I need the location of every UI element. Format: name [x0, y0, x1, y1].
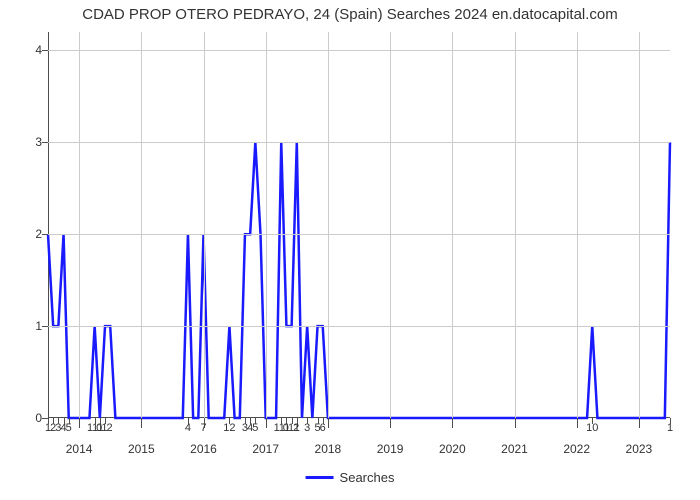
x-tick-mark-minor — [307, 418, 308, 424]
y-tick-label: 2 — [35, 227, 42, 241]
x-tick-major-label: 2016 — [190, 442, 217, 456]
gridline-v — [390, 32, 391, 418]
x-tick-mark-minor — [292, 418, 293, 424]
x-tick-mark-minor — [250, 418, 251, 424]
y-tick-label: 3 — [35, 135, 42, 149]
x-tick-mark — [328, 418, 329, 428]
x-tick-mark-minor — [105, 418, 106, 424]
y-tick-mark — [42, 234, 48, 235]
y-tick-label: 4 — [35, 43, 42, 57]
x-tick-mark — [515, 418, 516, 428]
y-tick-mark — [42, 326, 48, 327]
gridline-v — [266, 32, 267, 418]
legend: Searches — [306, 470, 395, 485]
gridline-v — [79, 32, 80, 418]
y-tick-mark — [42, 142, 48, 143]
x-tick-mark — [390, 418, 391, 428]
x-tick-mark-minor — [48, 418, 49, 424]
x-tick-major-label: 2020 — [439, 442, 466, 456]
y-tick-label: 0 — [35, 411, 42, 425]
x-tick-mark-minor — [58, 418, 59, 424]
x-tick-mark-minor — [318, 418, 319, 424]
x-tick-major-label: 2017 — [252, 442, 279, 456]
gridline-v — [577, 32, 578, 418]
x-tick-major-label: 2019 — [377, 442, 404, 456]
legend-label: Searches — [340, 470, 395, 485]
x-tick-mark-minor — [670, 418, 671, 424]
x-tick-mark — [452, 418, 453, 428]
plot-area: 0123420142015201620172018201920202021202… — [48, 32, 670, 418]
gridline-v — [328, 32, 329, 418]
x-tick-mark-minor — [204, 418, 205, 424]
x-tick-major-label: 2014 — [66, 442, 93, 456]
gridline-v — [141, 32, 142, 418]
x-tick-major-label: 2015 — [128, 442, 155, 456]
x-tick-mark-minor — [592, 418, 593, 424]
x-tick-mark — [79, 418, 80, 428]
x-tick-mark-minor — [53, 418, 54, 424]
x-tick-mark-minor — [297, 418, 298, 424]
x-tick-mark-minor — [229, 418, 230, 424]
x-tick-major-label: 2021 — [501, 442, 528, 456]
gridline-v — [639, 32, 640, 418]
x-tick-mark — [577, 418, 578, 428]
gridline-v — [515, 32, 516, 418]
x-tick-mark-minor — [255, 418, 256, 424]
x-tick-mark-minor — [64, 418, 65, 424]
x-tick-mark-minor — [245, 418, 246, 424]
x-tick-major-label: 2022 — [563, 442, 590, 456]
gridline-v — [204, 32, 205, 418]
chart-title: CDAD PROP OTERO PEDRAYO, 24 (Spain) Sear… — [0, 6, 700, 23]
x-tick-mark — [639, 418, 640, 428]
x-tick-mark-minor — [188, 418, 189, 424]
y-tick-label: 1 — [35, 319, 42, 333]
y-tick-mark — [42, 50, 48, 51]
x-tick-mark — [141, 418, 142, 428]
gridline-v — [452, 32, 453, 418]
x-tick-mark-minor — [323, 418, 324, 424]
x-tick-major-label: 2023 — [626, 442, 653, 456]
x-tick-mark — [266, 418, 267, 428]
x-tick-mark-minor — [69, 418, 70, 424]
chart-container: { "chart": { "type": "line", "title": "C… — [0, 0, 700, 500]
x-tick-major-label: 2018 — [315, 442, 342, 456]
legend-swatch — [306, 476, 334, 479]
